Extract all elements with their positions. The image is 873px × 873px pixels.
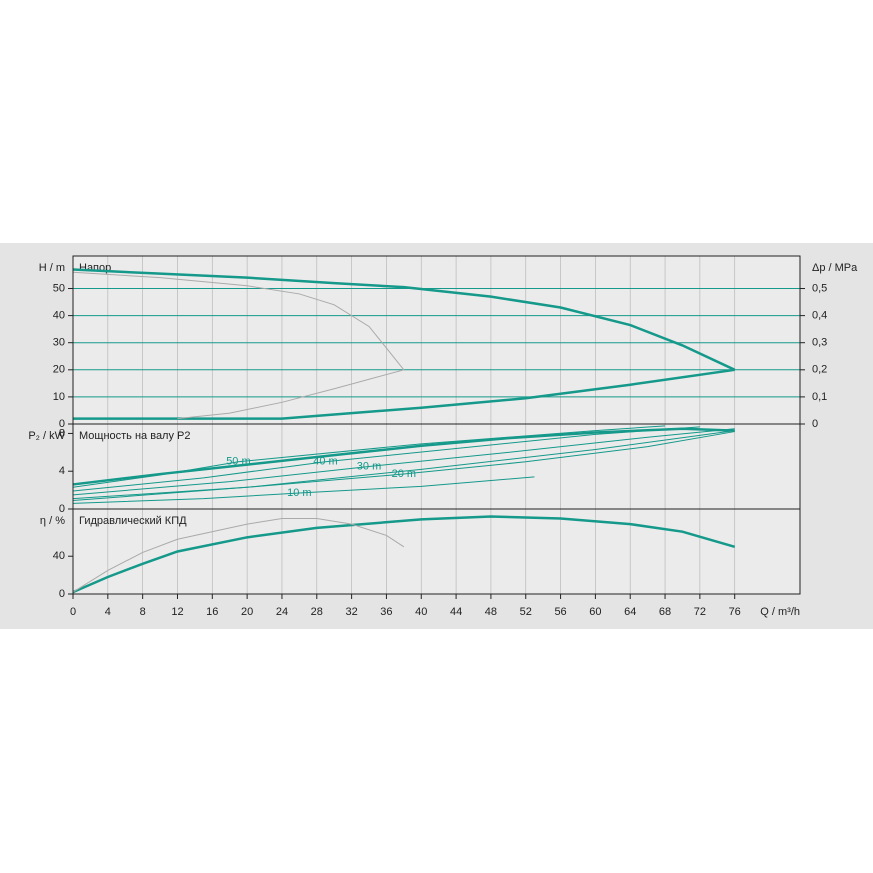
panel-title: Гидравлический КПД xyxy=(79,515,187,527)
x-tick-label: 48 xyxy=(485,606,497,618)
y2-tick-label: 0 xyxy=(812,418,818,430)
x-tick-label: 68 xyxy=(659,606,671,618)
y-tick-label: 40 xyxy=(53,310,65,322)
plot-area xyxy=(73,256,800,594)
curve xyxy=(72,430,735,501)
x-tick-label: 4 xyxy=(105,606,111,618)
x-tick-label: 16 xyxy=(206,606,218,618)
y2-tick-label: 0,5 xyxy=(812,282,827,294)
curve xyxy=(72,426,700,492)
x-tick-label: 44 xyxy=(450,606,462,618)
curve xyxy=(72,428,735,496)
y-tick-label: 20 xyxy=(53,364,65,376)
curve xyxy=(72,476,535,504)
curve-label: 40 m xyxy=(313,456,337,468)
x-tick-label: 40 xyxy=(415,606,427,618)
x-tick-label: 52 xyxy=(520,606,532,618)
curve-label: 30 m xyxy=(357,460,381,472)
x-tick-label: 60 xyxy=(589,606,601,618)
panel-title: Мощность на валу P2 xyxy=(79,430,191,442)
curve xyxy=(72,515,736,594)
x-tick-label: 8 xyxy=(140,606,146,618)
curve xyxy=(72,431,735,500)
y2-axis-label: Δp / MPa xyxy=(812,262,858,274)
x-tick-label: 56 xyxy=(554,606,566,618)
x-tick-label: 12 xyxy=(171,606,183,618)
curve xyxy=(72,268,736,371)
curve xyxy=(72,517,405,593)
y-tick-label: 0 xyxy=(59,588,65,600)
y-axis-label: P₂ / kW xyxy=(28,430,65,442)
x-tick-label: 64 xyxy=(624,606,636,618)
y-tick-label: 50 xyxy=(53,282,65,294)
x-tick-label: 24 xyxy=(276,606,288,618)
y2-tick-label: 0,2 xyxy=(812,364,827,376)
y-axis-label: η / % xyxy=(40,515,65,527)
x-tick-label: 28 xyxy=(311,606,323,618)
y-axis-label: H / m xyxy=(39,262,65,274)
curve xyxy=(72,425,666,488)
y2-tick-label: 0,4 xyxy=(812,310,827,322)
y-tick-label: 8 xyxy=(59,427,65,439)
curve xyxy=(73,368,735,420)
x-tick-label: 72 xyxy=(694,606,706,618)
x-tick-label: 36 xyxy=(380,606,392,618)
y-tick-label: 10 xyxy=(53,391,65,403)
y-tick-label: 4 xyxy=(59,465,65,477)
y2-tick-label: 0,1 xyxy=(812,391,827,403)
x-tick-label: 32 xyxy=(345,606,357,618)
x-axis-label: Q / m³/h xyxy=(760,606,800,618)
curve xyxy=(72,271,405,420)
x-tick-label: 20 xyxy=(241,606,253,618)
curve-label: 10 m xyxy=(287,487,311,499)
curve-label: 50 m xyxy=(226,456,250,468)
y-tick-label: 0 xyxy=(59,503,65,515)
panel-frame xyxy=(72,508,801,595)
y-tick-label: 0 xyxy=(59,418,65,430)
curve-label: 20 m xyxy=(392,468,416,480)
y-tick-label: 40 xyxy=(53,550,65,562)
x-tick-label: 0 xyxy=(70,606,76,618)
y2-tick-label: 0,3 xyxy=(812,337,827,349)
y-tick-label: 30 xyxy=(53,337,65,349)
x-tick-label: 76 xyxy=(729,606,741,618)
